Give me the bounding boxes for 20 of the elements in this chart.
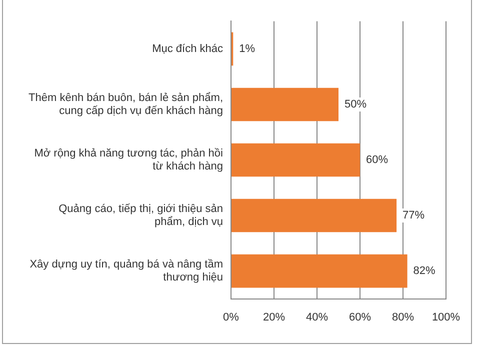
- data-label: 60%: [366, 154, 388, 166]
- y-tick-label: Xây dựng uy tín, quảng bá và nâng tầm thương hiệu: [30, 258, 223, 284]
- y-tick-label: Quảng cáo, tiếp thị, giới thiệu sản phẩm, dịch vụ: [58, 202, 223, 228]
- y-tick-label: Mở rộng khả năng tương tác, phản hồi từ khách hàng: [34, 147, 223, 173]
- y-tick-label: Mục đích khác: [152, 42, 224, 55]
- data-label: 82%: [413, 265, 436, 278]
- bar: [232, 143, 360, 177]
- x-tick-label: 80%: [392, 311, 414, 324]
- bar: [232, 254, 408, 288]
- x-tick-label: 40%: [306, 311, 328, 324]
- y-tick-label: Thêm kênh bán buôn, bán lẻ sản phẩm, cung cấp dịch vụ đến khách hàng: [28, 92, 223, 118]
- x-tick-label: 60%: [348, 311, 372, 324]
- data-label: 77%: [402, 210, 425, 222]
- x-tick-label: 20%: [262, 311, 286, 324]
- bar: [232, 88, 338, 122]
- bar: [232, 198, 397, 232]
- x-tick-label: 0%: [223, 311, 240, 324]
- x-tick-label: 100%: [432, 311, 460, 324]
- data-label: 1%: [239, 42, 256, 55]
- data-label: 50%: [344, 98, 367, 111]
